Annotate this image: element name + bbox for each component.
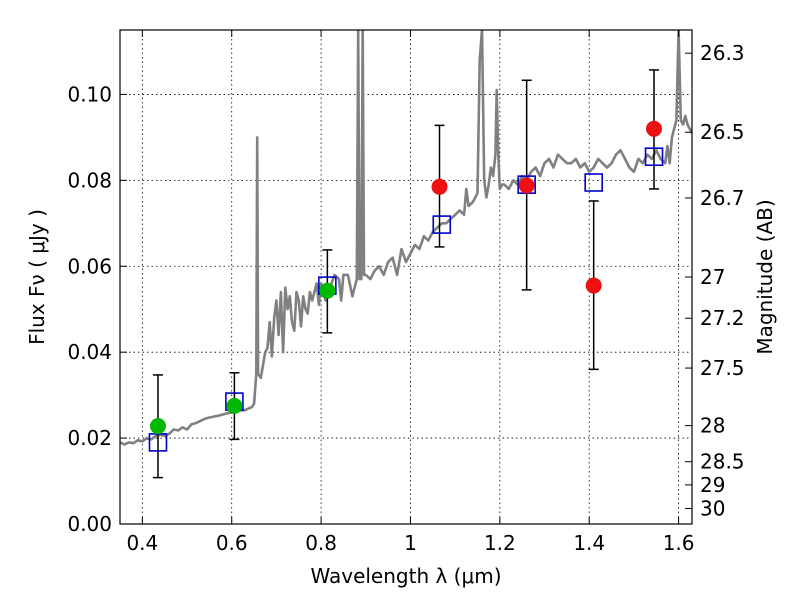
model-photometry-point [584,173,603,192]
detection-point [319,282,336,299]
x-tick-label: 0.6 [216,531,248,555]
x-tick-label: 1 [404,531,417,555]
x-axis-label: Wavelength λ (μm) [310,564,501,588]
magnitude-tick-label: 26.3 [700,41,745,65]
magnitude-tick-label: 29 [700,473,725,497]
model-photometry-point [644,147,664,167]
plot-frame [119,29,693,525]
y-tick-label: 0.08 [67,168,112,192]
magnitude-tick-label: 28.5 [700,450,745,474]
detection-point [149,418,166,435]
magnitude-tick-label: 27 [700,265,725,289]
magnitude-axis-label: Magnitude (AB) [753,199,777,354]
axes: 0.4 0.6 0.8 1 1.2 1.4 1.6 0.00 0.02 0.04 0.06 0.08 0… [67,30,745,555]
x-tick-label: 0.4 [126,531,158,555]
magnitude-tick-label: 30 [700,497,725,521]
y-tick-label: 0.00 [67,512,112,536]
x-tick-label: 1.2 [484,531,516,555]
y-tick-label: 0.10 [67,82,112,106]
y-tick-label: 0.04 [67,340,112,364]
detection-point [226,397,243,414]
model-photometry-point [432,215,452,234]
magnitude-tick-label: 27.2 [700,306,745,330]
magnitude-tick-label: 27.5 [700,356,745,380]
magnitude-tick-label: 28 [700,414,725,438]
y-axis-label: Flux Fν ( μJy ) [25,209,49,345]
spectrum-line [120,30,692,446]
upper-limit-point [585,277,602,294]
upper-limit-point [646,120,663,137]
y-tick-label: 0.02 [67,426,112,450]
upper-limit-point [431,178,448,195]
y-tick-label: 0.06 [67,254,112,278]
upper-limit-point [518,177,535,194]
x-tick-label: 0.8 [305,531,337,555]
grid [120,30,692,524]
plot-area [120,30,692,479]
x-tick-label: 1.6 [663,531,695,555]
magnitude-tick-label: 26.5 [700,120,745,144]
magnitude-tick-label: 26.7 [700,186,745,210]
x-tick-label: 1.4 [573,531,605,555]
